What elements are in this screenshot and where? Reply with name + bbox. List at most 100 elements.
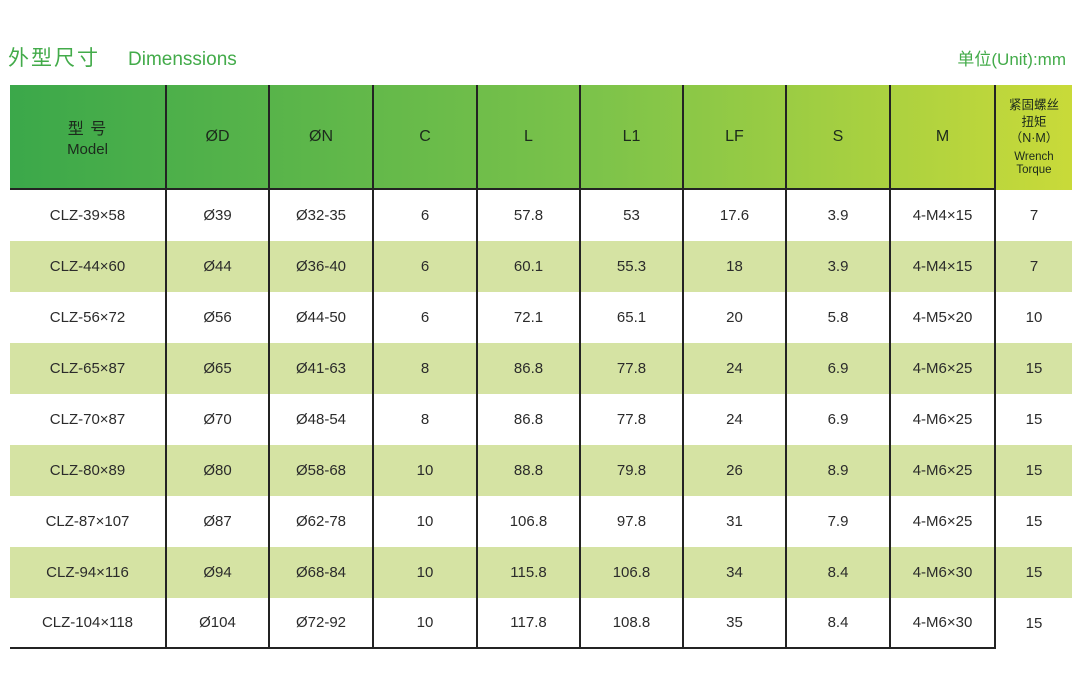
cell-l: 72.1 [478,292,581,343]
cell-m: 4-M6×30 [891,547,996,598]
column-header-text: L [524,127,533,145]
cell-on: Ø41-63 [270,343,374,394]
page-title-chinese: 外型尺寸 [8,47,100,70]
column-header-od: ØD [167,85,270,190]
column-header-m: M [891,85,996,190]
cell-c: 8 [374,394,478,445]
cell-l1: 65.1 [581,292,684,343]
cell-lf: 34 [684,547,787,598]
cell-model: CLZ-70×87 [10,394,167,445]
cell-torque: 7 [1029,207,1039,224]
table-body: CLZ-39×58 Ø39 Ø32-35 6 57.8 53 17.6 3.9 4-M4×15 7… [10,190,1072,649]
cell-l1: 77.8 [581,343,684,394]
column-header-text: C [419,127,431,145]
cell-lf: 24 [684,394,787,445]
cell-torque: 15 [1025,564,1043,581]
column-header-torque: 紧固螺丝 扭矩 （N·M） Wrench Torque [996,85,1072,190]
cell-s: 8.4 [787,547,891,598]
cell-torque: 15 [1025,513,1043,530]
cell-m: 4-M4×15 [891,241,996,292]
cell-lf: 26 [684,445,787,496]
cell-l: 88.8 [478,445,581,496]
cell-c: 6 [374,241,478,292]
cell-c: 10 [374,445,478,496]
cell-model: CLZ-44×60 [10,241,167,292]
page-header: 外型尺寸 Dimenssions 单位(Unit):mm [8,42,1066,72]
column-header-text: S [832,127,844,145]
column-header-text: Model [67,141,108,158]
cell-torque: 15 [1025,462,1043,479]
cell-l1: 97.8 [581,496,684,547]
column-header-text: ØN [309,127,333,145]
cell-od: Ø104 [167,598,270,649]
cell-m: 4-M4×15 [891,190,996,241]
cell-od: Ø65 [167,343,270,394]
cell-c: 10 [374,547,478,598]
cell-torque: 10 [1025,309,1043,326]
column-header-text: M [935,127,950,145]
cell-l1: 55.3 [581,241,684,292]
cell-l: 115.8 [478,547,581,598]
column-header-c: C [374,85,478,190]
column-header-text: ØD [205,127,230,145]
column-header-text: LF [725,127,744,145]
column-header-text: L1 [622,127,641,145]
cell-on: Ø68-84 [270,547,374,598]
column-header-s: S [787,85,891,190]
cell-c: 6 [374,190,478,241]
table-row: CLZ-94×116 Ø94 Ø68-84 10 115.8 106.8 34 8.4 4-M6… [10,547,1072,598]
cell-on: Ø32-35 [270,190,374,241]
table-row: CLZ-87×107 Ø87 Ø62-78 10 106.8 97.8 31 7.9 4-M6×… [10,496,1072,547]
cell-m: 4-M6×25 [891,445,996,496]
cell-model: CLZ-104×118 [10,598,167,649]
cell-l: 57.8 [478,190,581,241]
cell-od: Ø39 [167,190,270,241]
cell-on: Ø58-68 [270,445,374,496]
cell-s: 8.9 [787,445,891,496]
cell-lf: 31 [684,496,787,547]
cell-torque: 15 [1025,411,1043,428]
cell-torque: 15 [1025,360,1043,377]
cell-od: Ø44 [167,241,270,292]
unit-label: 单位(Unit):mm [957,50,1066,69]
cell-od: Ø70 [167,394,270,445]
cell-c: 6 [374,292,478,343]
cell-lf: 17.6 [684,190,787,241]
cell-l1: 108.8 [581,598,684,649]
column-header-text: 紧固螺丝 [1008,98,1059,113]
cell-c: 10 [374,496,478,547]
column-header-l: L [478,85,581,190]
cell-s: 7.9 [787,496,891,547]
table-row: CLZ-44×60 Ø44 Ø36-40 6 60.1 55.3 18 3.9 4-M4×15 7 [10,241,1072,292]
cell-l1: 77.8 [581,394,684,445]
cell-c: 10 [374,598,478,649]
cell-od: Ø80 [167,445,270,496]
cell-l: 60.1 [478,241,581,292]
cell-lf: 35 [684,598,787,649]
cell-l: 86.8 [478,343,581,394]
cell-s: 6.9 [787,343,891,394]
cell-m: 4-M6×25 [891,343,996,394]
column-header-text: （N·M） [1009,130,1059,145]
column-header-l1: L1 [581,85,684,190]
cell-m: 4-M5×20 [891,292,996,343]
table-row: CLZ-70×87 Ø70 Ø48-54 8 86.8 77.8 24 6.9 4-M6×25 1… [10,394,1072,445]
cell-l: 117.8 [478,598,581,649]
cell-s: 3.9 [787,190,891,241]
cell-on: Ø48-54 [270,394,374,445]
dimensions-table: 型 号 Model ØD ØN C L L1 LF S M 紧固螺丝 扭矩 （N·M） Wrench Tor… [10,85,1072,649]
cell-l1: 79.8 [581,445,684,496]
cell-m: 4-M6×30 [891,598,996,649]
column-header-text: 扭矩 [1021,114,1047,129]
column-header-model: 型 号 Model [10,85,167,190]
column-header-on: ØN [270,85,374,190]
cell-s: 6.9 [787,394,891,445]
cell-l: 106.8 [478,496,581,547]
cell-lf: 20 [684,292,787,343]
table-row: CLZ-104×118 Ø104 Ø72-92 10 117.8 108.8 35 8.4 4-… [10,598,1072,649]
cell-model: CLZ-65×87 [10,343,167,394]
table-row: CLZ-65×87 Ø65 Ø41-63 8 86.8 77.8 24 6.9 4-M6×25 1… [10,343,1072,394]
cell-model: CLZ-56×72 [10,292,167,343]
table-row: CLZ-80×89 Ø80 Ø58-68 10 88.8 79.8 26 8.9 4-M6×25… [10,445,1072,496]
cell-od: Ø87 [167,496,270,547]
